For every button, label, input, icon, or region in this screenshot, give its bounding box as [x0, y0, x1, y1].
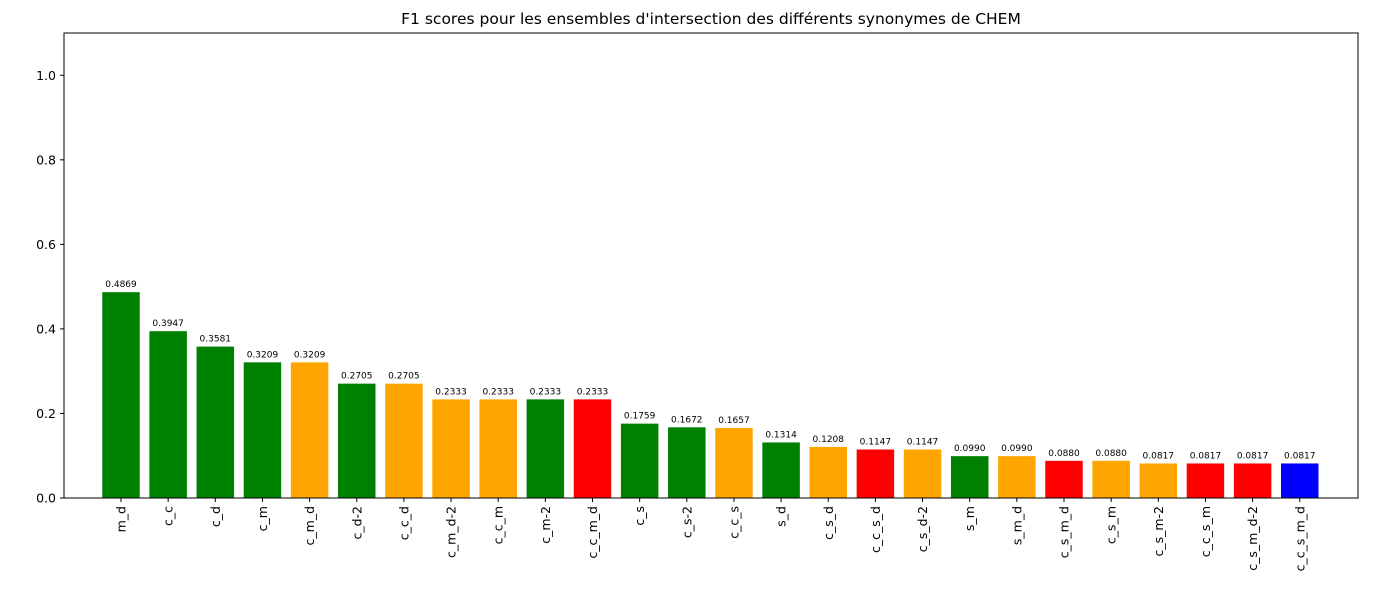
x-axis: m_d c_c c_d c_m c_m_d c_d-2 c_c_d c_m_d-2 c_c_m c… [114, 498, 1307, 571]
bars-group [102, 292, 1319, 498]
x-tick-label: c_c_s_d [868, 506, 883, 553]
x-tick-label: m_d [114, 506, 129, 532]
bar-s_m_d [998, 456, 1036, 498]
bar-m_d [102, 292, 140, 498]
bar-c_s_d-2 [903, 449, 942, 498]
x-tick-label: c_m_d-2 [444, 506, 459, 558]
bar-s_m [950, 456, 989, 498]
bar-value-label: 0.1657 [718, 416, 750, 426]
bar-c_c_s_m_d [1281, 463, 1319, 498]
bar-value-label: 0.3209 [247, 350, 279, 360]
bar-c_c [149, 331, 187, 498]
x-tick-label: c_c_d [396, 506, 411, 540]
x-tick-label: c_s_d [821, 506, 836, 540]
bar-c_d-2 [338, 383, 376, 498]
bar-value-label: 0.0990 [1001, 444, 1033, 454]
bar-value-label: 0.3209 [294, 350, 326, 360]
bar-c_c_m_d [573, 399, 612, 498]
x-tick-label: c_c [161, 506, 176, 526]
x-tick-label: c_s_m_d [1057, 506, 1072, 558]
bar-c_m_d-2 [432, 399, 470, 498]
bar-c_m-2 [526, 399, 565, 498]
bar-value-label: 0.4869 [105, 280, 137, 290]
bar-value-label: 0.2705 [388, 372, 420, 382]
bar-c_c_s [715, 427, 753, 498]
x-tick-label: c_s-2 [679, 506, 694, 538]
bar-value-label: 0.1208 [813, 435, 845, 445]
bar-c_s_m_d-2 [1233, 463, 1272, 498]
bar-c_c_s_m [1186, 463, 1225, 498]
x-tick-label: c_d-2 [349, 506, 364, 540]
bar-value-label: 0.2333 [482, 387, 514, 397]
x-tick-label: c_c_m [491, 506, 506, 544]
bar-c_d [196, 346, 235, 498]
x-tick-label: c_s_d-2 [915, 506, 930, 552]
chart-title: F1 scores pour les ensembles d'intersect… [401, 10, 1021, 28]
bar-c_m [243, 362, 282, 498]
y-tick-label: 0.4 [36, 321, 56, 336]
bar-value-label: 0.2333 [530, 387, 562, 397]
x-tick-label: c_c_s_m [1198, 506, 1213, 557]
bar-value-label: 0.3581 [200, 335, 232, 345]
x-tick-label: c_s [632, 506, 647, 526]
bar-value-label: 0.1314 [765, 430, 797, 440]
bar-s_d [762, 442, 800, 498]
bar-c_s_m-2 [1139, 463, 1178, 498]
x-tick-label: c_d [208, 506, 223, 527]
y-tick-label: 0.2 [36, 406, 56, 421]
x-tick-label: s_m [962, 506, 977, 531]
bar-value-label: 0.0990 [954, 444, 986, 454]
x-tick-label: c_m_d [302, 506, 317, 545]
bar-value-label: 0.1147 [907, 438, 939, 448]
bar-value-label: 0.0817 [1237, 451, 1269, 461]
bar-value-label: 0.1759 [624, 412, 656, 422]
y-axis: 0.0 0.2 0.4 0.6 0.8 1.0 [36, 68, 64, 506]
bar-value-label: 0.0817 [1284, 451, 1316, 461]
bar-c_s-2 [668, 427, 706, 498]
bar-value-label: 0.1672 [671, 415, 703, 425]
x-tick-label: c_m-2 [538, 506, 553, 544]
y-tick-label: 0.8 [36, 152, 56, 167]
y-tick-label: 0.0 [36, 491, 56, 506]
bar-c_c_s_d [856, 449, 895, 498]
x-tick-label: c_s_m_d-2 [1245, 506, 1260, 571]
bar-value-label: 0.2705 [341, 372, 373, 382]
bar-c_m_d [290, 362, 329, 498]
bar-value-label: 0.2333 [577, 387, 609, 397]
bar-c_s_d [809, 446, 847, 498]
x-tick-label: c_s_m [1104, 506, 1119, 544]
bar-c_c_m [479, 399, 517, 498]
x-tick-label: s_m_d [1009, 506, 1024, 545]
bar-c_s [620, 423, 659, 498]
x-tick-label: c_m [255, 506, 270, 531]
bar-value-label: 0.2333 [435, 387, 467, 397]
bar-value-label: 0.1147 [860, 438, 892, 448]
plot-frame [63, 32, 1359, 499]
bar-value-label: 0.0880 [1095, 449, 1127, 459]
bar-value-label: 0.3947 [152, 319, 184, 329]
x-tick-label: c_c_s_m_d [1292, 506, 1307, 571]
bar-value-labels: 0.4869 0.3947 0.3581 0.3209 0.3209 0.2705 0.27… [105, 280, 1315, 461]
bar-c_s_m_d [1045, 460, 1083, 498]
x-tick-label: c_c_s [726, 506, 741, 539]
y-tick-label: 1.0 [36, 68, 56, 83]
bar-c_c_d [385, 383, 423, 498]
x-tick-label: s_d [774, 506, 789, 527]
x-tick-label: c_s_m-2 [1151, 506, 1166, 557]
y-tick-label: 0.6 [36, 237, 56, 252]
bar-c_s_m [1092, 460, 1130, 498]
bar-value-label: 0.0817 [1190, 451, 1222, 461]
x-tick-label: c_c_m_d [585, 506, 600, 559]
bar-value-label: 0.0817 [1143, 451, 1175, 461]
bar-value-label: 0.0880 [1048, 449, 1080, 459]
